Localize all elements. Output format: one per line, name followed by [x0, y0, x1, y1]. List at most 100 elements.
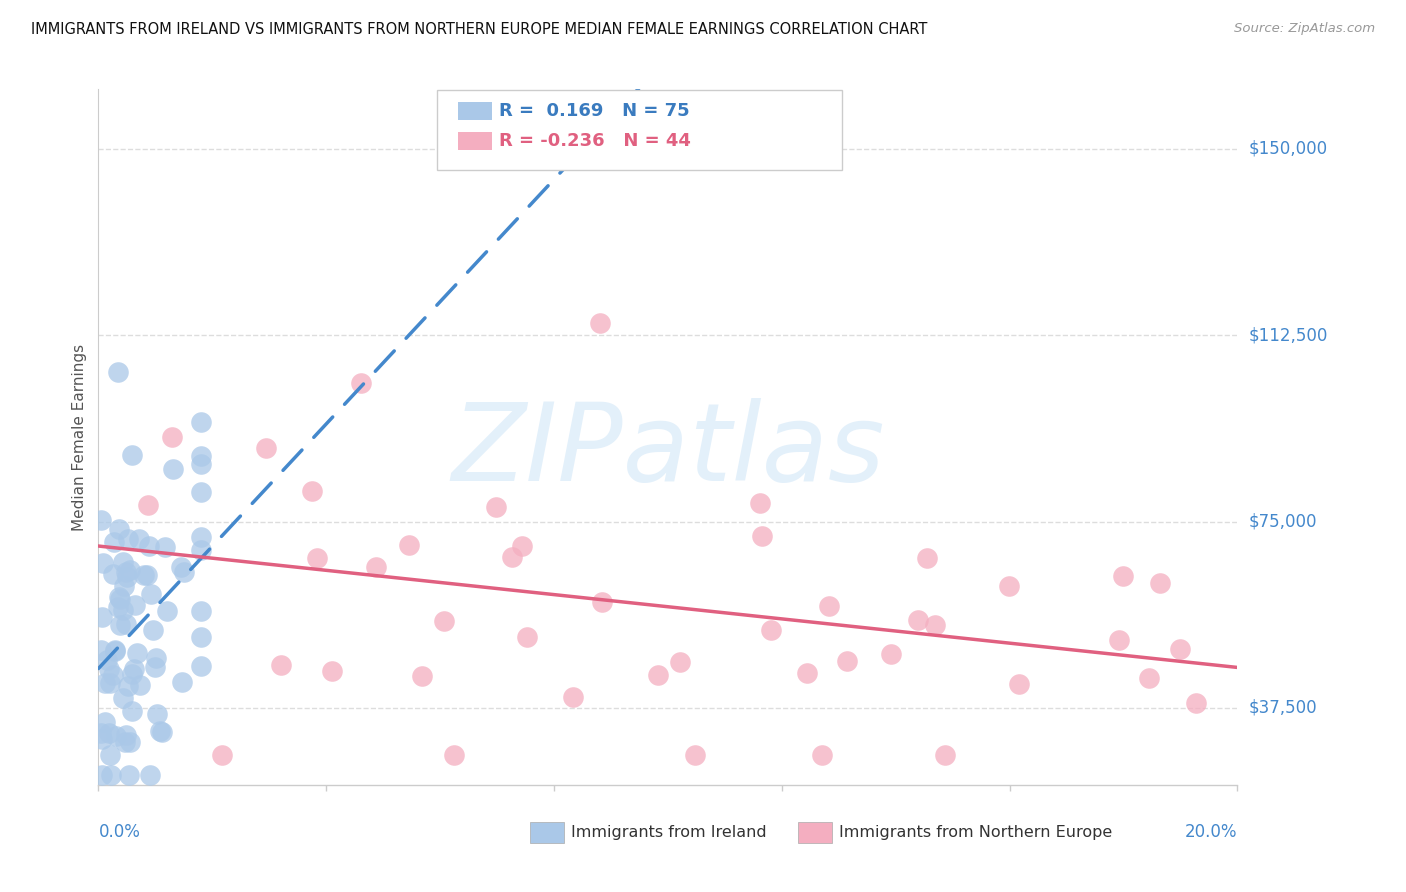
Y-axis label: Median Female Earnings: Median Female Earnings [72, 343, 87, 531]
Point [997, 579, 1019, 593]
Point [115, 570, 138, 584]
Point [516, 630, 538, 644]
Point [254, 441, 277, 455]
Point [924, 618, 946, 632]
Point [108, 522, 131, 536]
Point [97, 726, 120, 740]
Point [433, 614, 456, 628]
Point [138, 539, 160, 553]
Point [880, 647, 903, 661]
Point [104, 730, 127, 744]
Point [398, 538, 420, 552]
Text: ZIPatlas: ZIPatlas [451, 399, 884, 503]
Point [751, 529, 773, 543]
Point [190, 415, 212, 429]
Point [759, 623, 782, 637]
Point [115, 728, 138, 742]
Point [1168, 641, 1191, 656]
Point [350, 376, 373, 391]
Point [127, 646, 149, 660]
Text: $112,500: $112,500 [1249, 326, 1327, 344]
Point [124, 599, 146, 613]
Point [94, 715, 117, 730]
Point [301, 484, 323, 499]
Point [94, 675, 117, 690]
Point [1008, 677, 1031, 691]
Point [145, 651, 167, 665]
Point [90, 768, 112, 782]
Point [591, 595, 613, 609]
Point [190, 530, 212, 544]
Point [98, 748, 121, 763]
Point [668, 656, 690, 670]
Point [150, 725, 173, 739]
Point [366, 560, 388, 574]
Point [91, 731, 114, 746]
Point [562, 690, 585, 705]
Point [100, 768, 122, 782]
Point [111, 602, 134, 616]
Point [411, 669, 433, 683]
Point [162, 430, 184, 444]
Point [110, 592, 132, 607]
Point [190, 449, 212, 463]
Point [128, 533, 150, 547]
Point [172, 675, 194, 690]
Point [122, 662, 145, 676]
Point [98, 662, 121, 676]
Point [107, 366, 129, 380]
Text: R = -0.236   N = 44: R = -0.236 N = 44 [499, 132, 690, 150]
FancyBboxPatch shape [530, 822, 564, 843]
Point [98, 676, 121, 690]
Point [510, 539, 533, 553]
Point [112, 555, 135, 569]
Point [115, 617, 138, 632]
Point [139, 587, 162, 601]
Point [190, 630, 212, 644]
Point [190, 457, 212, 471]
Point [114, 565, 136, 579]
Point [96, 653, 118, 667]
Point [111, 690, 134, 705]
Point [108, 590, 131, 604]
Text: R =  0.169   N = 75: R = 0.169 N = 75 [499, 102, 690, 120]
Point [162, 462, 184, 476]
Point [129, 678, 152, 692]
Point [173, 566, 195, 580]
Point [818, 599, 841, 613]
Text: Immigrants from Northern Europe: Immigrants from Northern Europe [839, 825, 1112, 839]
Point [1108, 633, 1130, 648]
Point [443, 748, 465, 763]
Point [139, 768, 162, 782]
Point [321, 664, 343, 678]
Point [121, 704, 143, 718]
Point [117, 679, 139, 693]
Point [136, 567, 159, 582]
Point [136, 498, 159, 512]
Point [143, 660, 166, 674]
Point [153, 540, 176, 554]
Point [91, 556, 114, 570]
Point [108, 618, 131, 632]
Point [934, 748, 956, 763]
Point [112, 579, 135, 593]
Point [1149, 576, 1171, 591]
Point [118, 563, 141, 577]
Point [121, 667, 143, 681]
Text: 20.0%: 20.0% [1185, 823, 1237, 841]
Point [103, 534, 125, 549]
Point [485, 500, 508, 514]
Text: 0.0%: 0.0% [98, 823, 141, 841]
Point [142, 623, 165, 637]
Point [114, 735, 136, 749]
Point [748, 496, 770, 510]
Point [121, 448, 143, 462]
Text: $150,000: $150,000 [1249, 140, 1327, 158]
Point [305, 551, 328, 566]
Text: Immigrants from Ireland: Immigrants from Ireland [571, 825, 766, 839]
Point [170, 559, 193, 574]
Text: $75,000: $75,000 [1249, 513, 1317, 531]
Point [101, 667, 124, 681]
Point [588, 316, 610, 330]
Point [190, 543, 212, 558]
